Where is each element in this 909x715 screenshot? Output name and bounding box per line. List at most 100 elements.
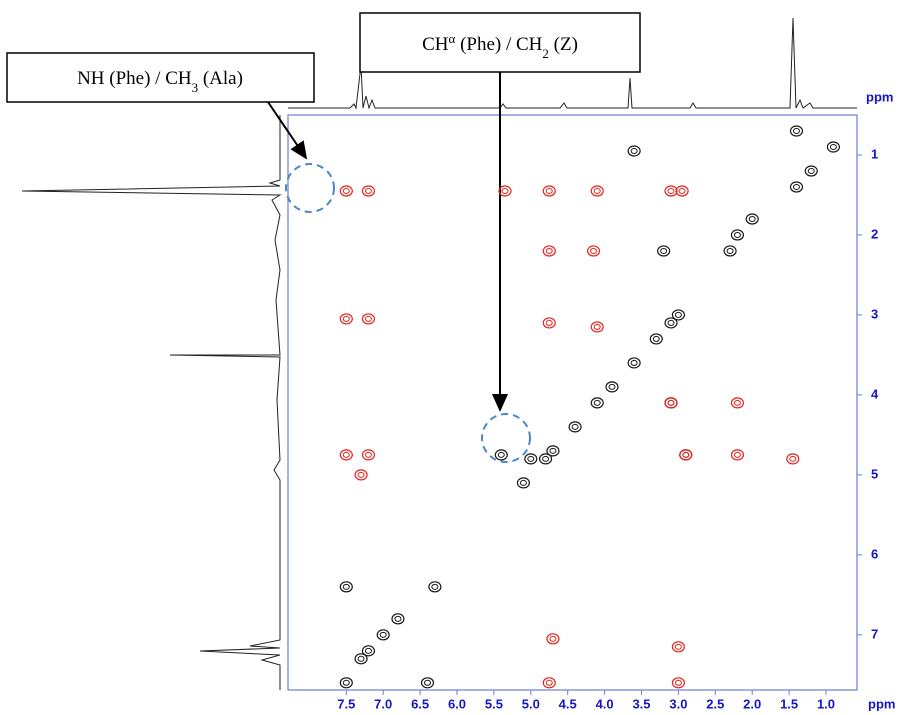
annotation-text: (Ala) [198,68,243,89]
cross-peak [664,397,678,409]
contour-ring [549,447,557,454]
contour-ring [423,679,431,686]
cross-peak [339,581,353,593]
cross-peak [538,453,553,465]
contour-ring [660,247,668,254]
contour-ring [667,319,675,326]
contour-ring [394,615,402,622]
contour-ring [678,187,686,194]
cross-peak [789,125,804,137]
cross-peak [679,449,693,461]
cross-peak [745,213,759,225]
contour-ring [733,451,741,458]
cross-peak [542,317,556,329]
cross-peak [361,449,376,461]
x-tick-label: 2.5 [706,696,724,711]
y-tick-label: 6 [871,546,878,561]
cross-peak [354,469,368,481]
contour-ring [829,143,837,150]
contour-ring [593,323,601,330]
cross-peak [542,245,556,257]
contour-ring [590,247,598,254]
cross-peak [428,581,442,593]
contour-ring [630,147,638,154]
x-axis-label: ppm [868,696,895,711]
contour-ring [571,423,579,430]
contour-ring [674,679,682,686]
y-tick-label: 3 [871,306,878,321]
contour-ring [545,187,553,194]
annotation-text: (Phe) / CH [455,34,542,55]
annotation: CHα (Phe) / CH2 (Z) [422,31,578,61]
annotation-subscript: 3 [192,80,199,95]
contour-ring [501,187,509,194]
x-tick-label: 2.0 [743,696,761,711]
contour-ring [652,335,660,342]
cross-peak [494,449,508,461]
x-tick-label: 1.0 [817,696,835,711]
cross-peak [723,245,737,257]
contour-ring [519,479,527,486]
x-tick-label: 3.5 [632,696,650,711]
contour-ring [674,643,682,650]
cross-peak [671,641,686,653]
cross-peak [498,185,512,197]
cross-peak [664,185,678,197]
cross-peak [671,677,686,689]
contour-ring [497,451,505,458]
cross-peak [789,181,804,193]
cross-peak [605,381,619,393]
contour-ring [527,455,535,462]
annotation-text: NH (Phe) / CH [77,68,192,89]
cross-peak [568,421,582,433]
cross-peak [675,185,689,197]
annotation-box [6,52,315,103]
left-projection [21,115,282,690]
contour-ring [733,231,741,238]
cross-peak [524,453,538,465]
contour-ring [667,399,675,406]
x-tick-label: 7.5 [337,696,355,711]
cross-peak [339,185,353,197]
contour-ring [364,315,372,322]
cross-peak [590,321,604,333]
cross-peak [391,613,405,625]
cross-peak [542,677,556,689]
cross-peak [649,333,663,345]
contour-ring [748,215,756,222]
contour-ring [342,679,350,686]
contour-ring [545,319,553,326]
x-tick-label: 6.0 [448,696,466,711]
cross-peak [590,185,604,197]
contour-ring [379,631,387,638]
x-tick-label: 1.5 [780,696,798,711]
cross-peak [804,165,818,177]
cross-peak [627,145,641,157]
contour-ring [545,247,553,254]
contour-ring [674,311,682,318]
contour-ring [667,187,675,194]
contour-ring [792,127,800,134]
x-tick-label: 5.0 [522,696,540,711]
contour-ring [342,315,350,322]
contour-ring [357,471,365,478]
y-tick-label: 7 [871,626,878,641]
cross-peak [354,653,368,665]
cross-peak [627,357,641,369]
cross-peak [361,185,376,197]
x-tick-label: 4.0 [596,696,614,711]
cross-peak [339,677,353,689]
x-tick-label: 4.5 [559,696,577,711]
contour-ring [364,451,372,458]
annotation: NH (Phe) / CH3 (Ala) [77,68,243,95]
x-tick-label: 5.5 [485,696,503,711]
contour-ring [431,583,439,590]
contour-ring [357,655,365,662]
contour-ring [342,187,350,194]
contour-ring [542,455,550,462]
contour-ring [593,399,601,406]
cross-peak [516,477,531,489]
highlight-circle [285,163,335,213]
x-tick-label: 3.0 [669,696,687,711]
